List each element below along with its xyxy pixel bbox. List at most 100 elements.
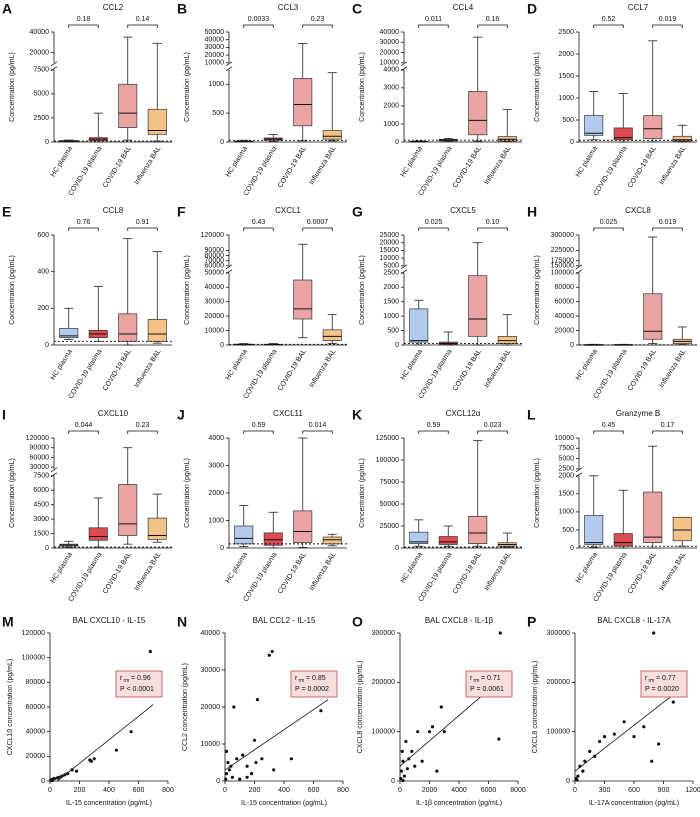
x-tick-label: 600 [628, 787, 640, 794]
y-axis-label: Concentration (pg/mL) [9, 255, 16, 325]
x-tick-label: COVID-19 plasma [67, 348, 103, 400]
point [92, 757, 96, 761]
x-tick-label: Influenza BAL [658, 145, 687, 186]
x-tick-label: COVID-19 BAL [277, 145, 308, 189]
x-tick-label: HC plasma [400, 348, 424, 381]
y-tick-label: 90000 [30, 445, 50, 452]
y-tick-label: 0 [216, 778, 220, 785]
y-tick-label: 10000 [380, 255, 400, 262]
y-axis-label: Concentration (pg/mL) [534, 255, 541, 325]
y-tick-label: 0 [220, 545, 224, 552]
point [226, 760, 230, 765]
fit-line [224, 699, 329, 771]
y-tick-label: 0 [45, 342, 49, 349]
box [322, 329, 342, 342]
y-tick-label: 0 [41, 778, 45, 785]
point [652, 631, 656, 635]
x-axis-label: IL-15 concentration (pg/mL) [66, 800, 152, 807]
box [643, 491, 663, 543]
y-tick-label: 5000 [33, 91, 49, 98]
y-tick-label: 0 [570, 342, 574, 349]
box [613, 533, 633, 547]
fit-line [574, 694, 674, 772]
x-tick-label: HC plasma [400, 145, 424, 178]
box [584, 115, 604, 136]
x-tick-label: COVID-19 BAL [627, 551, 658, 595]
point [224, 777, 228, 781]
axis-break [575, 467, 583, 473]
x-tick-label: 6000 [481, 787, 497, 794]
box [118, 83, 138, 128]
panel-title: BAL CXCL8 - IL-17A [597, 616, 671, 625]
significance-bracket [593, 24, 624, 28]
y-tick-label: 3000 [208, 462, 224, 469]
p-value: 0.17 [661, 422, 675, 429]
x-tick-label: HC plasma [225, 145, 249, 178]
r-value: = 0.77 [656, 675, 676, 682]
y-tick-label: 2000 [208, 490, 224, 497]
point [413, 764, 417, 768]
panel-title: CCL4 [453, 3, 474, 12]
y-tick-label: 400 [37, 269, 49, 276]
y-tick-label: 1500 [558, 73, 574, 80]
y-tick-label: 60000 [555, 299, 575, 306]
x-tick-label: 600 [308, 787, 320, 794]
panel-title: CXCL1 [275, 206, 301, 215]
panel-letter: K [352, 407, 362, 423]
p-value: 0.23 [311, 16, 325, 23]
significance-bracket [477, 430, 508, 434]
x-tick-label: 300 [599, 787, 611, 794]
box [672, 135, 692, 142]
axis-break [400, 264, 408, 270]
y-tick-label: 20000 [380, 49, 400, 56]
y-tick-label: 0 [391, 778, 395, 785]
point [224, 749, 229, 754]
y-tick-label: 500 [562, 527, 574, 534]
y-axis-label: Concentration (pg/mL) [534, 52, 541, 122]
axis-break [575, 472, 583, 478]
y-tick-label: 1500 [383, 299, 399, 306]
y-tick-label: 0 [395, 545, 399, 552]
y-tick-label: 200000 [372, 679, 395, 686]
point [319, 709, 323, 713]
y-tick-label: 100000 [372, 729, 395, 736]
significance-bracket [652, 430, 683, 434]
y-tick-label: 10000 [380, 60, 400, 67]
y-tick-label: 0 [570, 139, 574, 146]
box [468, 91, 488, 136]
y-tick-label: 40000 [380, 29, 400, 36]
y-tick-label: 5000 [383, 263, 399, 270]
p-value: 0.59 [427, 422, 441, 429]
significance-bracket [593, 227, 624, 231]
r-symbol: r [295, 675, 298, 682]
panel-title: CXCL12α [446, 409, 481, 418]
significance-bracket [243, 24, 274, 28]
panel-letter: E [2, 204, 11, 220]
significance-bracket [477, 227, 508, 231]
point [405, 767, 409, 771]
significance-bracket [68, 24, 99, 28]
significance-bracket [418, 24, 449, 28]
panel-title: CCL2 [103, 3, 124, 12]
point [597, 739, 602, 744]
box [468, 275, 488, 337]
y-tick-label: 1000 [208, 81, 224, 88]
x-tick-label: 400 [103, 787, 115, 794]
x-tick-label: COVID-19 BAL [627, 348, 658, 392]
y-tick-label: 20000 [205, 52, 225, 59]
y-tick-label: 50000 [380, 501, 400, 508]
point [148, 649, 152, 654]
axis-break [575, 264, 583, 270]
panel-letter: G [352, 204, 363, 220]
p-value: 0.43 [252, 219, 266, 226]
axis-break [400, 269, 408, 275]
point [401, 759, 405, 763]
x-tick-label: COVID-19 BAL [452, 551, 483, 595]
axis-break [50, 467, 58, 473]
y-tick-label: 120000 [201, 232, 224, 239]
y-tick-label: 10000 [205, 327, 225, 334]
panel-title: CXCL5 [450, 206, 476, 215]
x-tick-label: 0 [48, 787, 52, 794]
axis-break [225, 61, 233, 67]
y-tick-label: 4500 [33, 502, 49, 509]
